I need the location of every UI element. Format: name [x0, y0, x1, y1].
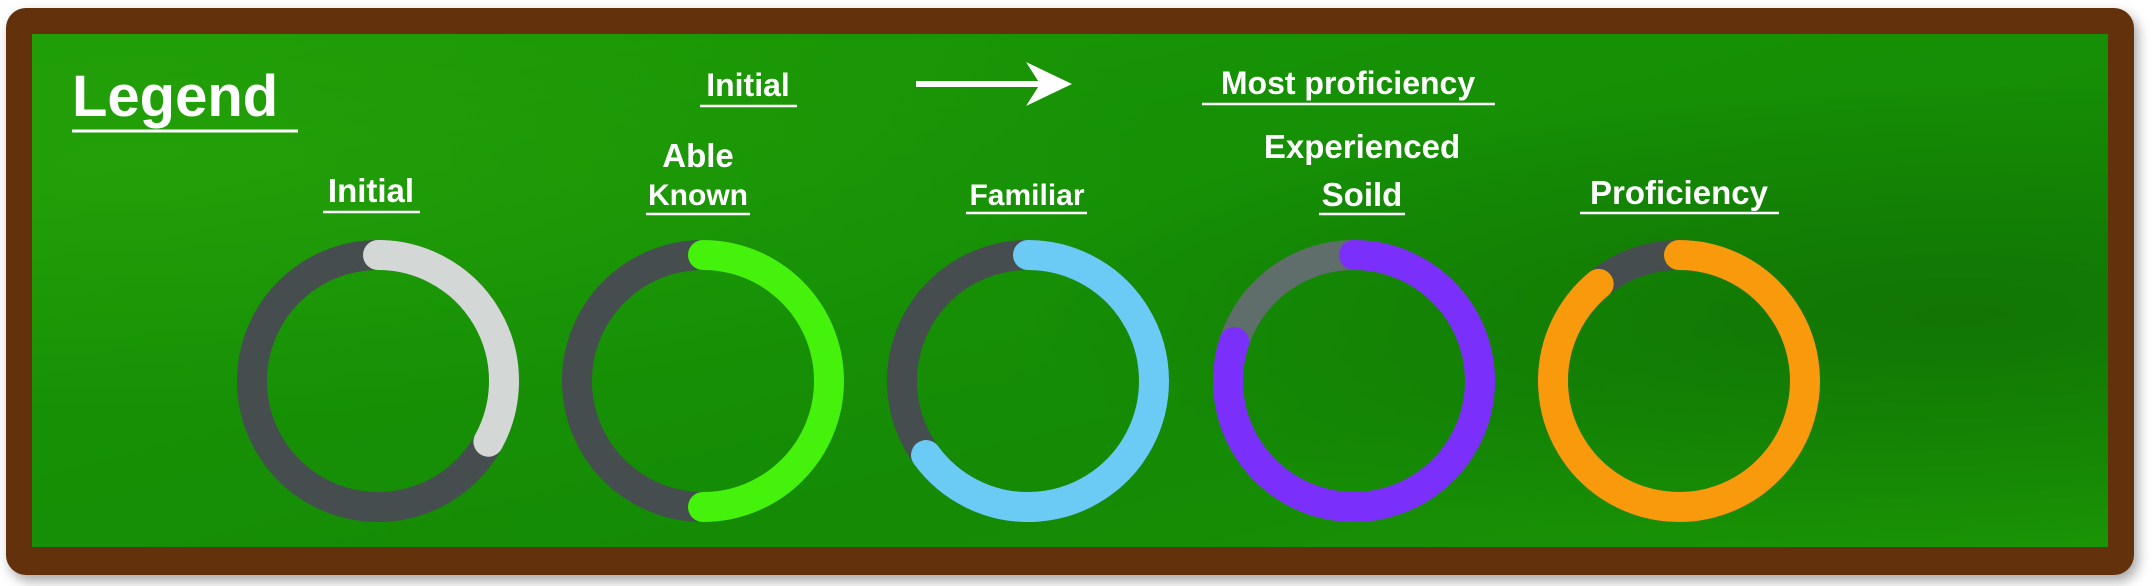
ring-progress-3	[911, 240, 1169, 522]
scale-end-label: Most proficiency	[1221, 65, 1475, 101]
ring-progress-2	[688, 240, 844, 522]
level-4-label: Soild	[1322, 176, 1403, 213]
ring-progress-5	[1538, 240, 1820, 522]
level-3-label: Familiar	[969, 179, 1084, 212]
level-2-label-top: Able	[662, 137, 734, 174]
ring-progress-4	[1213, 240, 1495, 522]
level-4-label-top: Experienced	[1264, 128, 1460, 165]
legend-title: Legend	[72, 64, 278, 129]
proficiency-rings	[237, 240, 1820, 522]
level-1-label: Initial	[328, 172, 414, 209]
ring-progress-1	[363, 240, 519, 457]
level-5-label: Proficiency	[1590, 174, 1769, 211]
scale-start-label: Initial	[706, 67, 790, 103]
board-shade	[32, 34, 2108, 547]
level-2-label: Known	[648, 179, 748, 212]
progression-arrow-icon	[916, 62, 1072, 106]
